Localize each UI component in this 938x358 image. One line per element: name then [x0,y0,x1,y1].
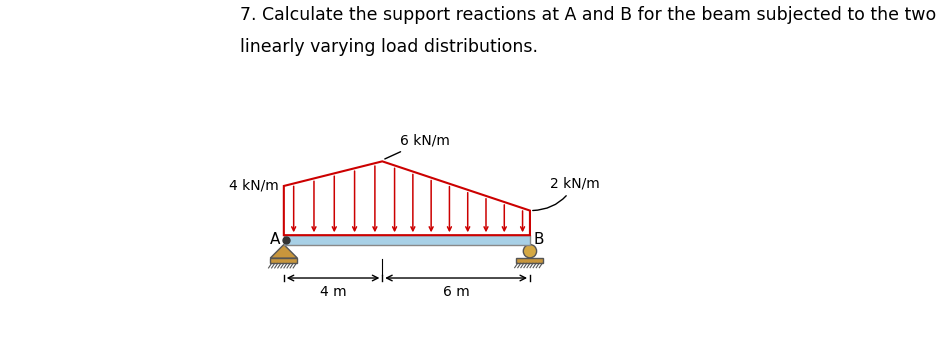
Text: 6 m: 6 m [443,285,470,299]
Text: linearly varying load distributions.: linearly varying load distributions. [239,38,537,56]
Circle shape [523,245,537,258]
Text: 2 kN/m: 2 kN/m [533,177,599,211]
Text: A: A [270,232,280,247]
Bar [284,235,530,245]
Text: 7. Calculate the support reactions at A and B for the beam subjected to the two: 7. Calculate the support reactions at A … [239,6,936,24]
Polygon shape [270,245,297,258]
Bar [517,258,543,263]
Text: 4 kN/m: 4 kN/m [229,179,279,193]
Text: B: B [534,232,544,247]
Bar [270,258,297,263]
Text: 6 kN/m: 6 kN/m [385,134,449,159]
Text: 4 m: 4 m [320,285,346,299]
